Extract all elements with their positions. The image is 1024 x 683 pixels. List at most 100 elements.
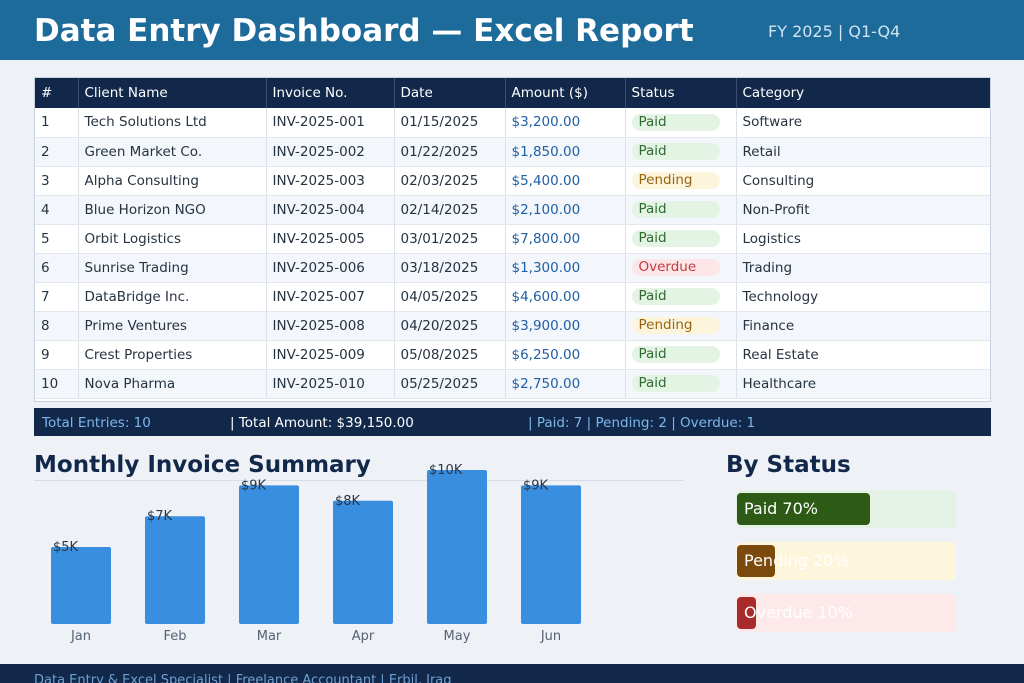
- column-header-client-name[interactable]: Client Name: [78, 78, 267, 108]
- table-row[interactable]: 8 Prime Ventures INV-2025-008 04/20/2025 $3,…: [35, 311, 990, 341]
- invoice-amount-cell[interactable]: $1,300.00: [505, 253, 626, 283]
- invoice-date-cell[interactable]: 04/05/2025: [394, 282, 506, 312]
- invoice-category-cell[interactable]: Real Estate: [736, 340, 990, 370]
- row-number-cell[interactable]: 7: [35, 282, 79, 312]
- client-name-cell[interactable]: Sunrise Trading: [78, 253, 267, 283]
- x-tick-label: Jun: [540, 629, 561, 644]
- invoice-amount-cell[interactable]: $3,200.00: [505, 108, 626, 138]
- client-name-cell[interactable]: Nova Pharma: [78, 369, 267, 399]
- table-row[interactable]: 10 Nova Pharma INV-2025-010 05/25/2025 $2,75…: [35, 369, 990, 399]
- invoice-date-cell[interactable]: 02/03/2025: [394, 166, 506, 196]
- row-number-cell[interactable]: 8: [35, 311, 79, 341]
- invoice-category-cell[interactable]: Technology: [736, 282, 990, 312]
- invoice-number-cell[interactable]: INV-2025-006: [266, 253, 395, 283]
- invoice-status-cell[interactable]: Paid: [625, 282, 737, 312]
- table-row[interactable]: 5 Orbit Logistics INV-2025-005 03/01/2025 $7…: [35, 224, 990, 254]
- invoice-status-cell[interactable]: Paid: [625, 224, 737, 254]
- invoice-amount-cell[interactable]: $2,750.00: [505, 369, 626, 399]
- invoice-date-cell[interactable]: 05/25/2025: [394, 369, 506, 399]
- invoice-number-cell[interactable]: INV-2025-005: [266, 224, 395, 254]
- invoice-amount-cell[interactable]: $4,600.00: [505, 282, 626, 312]
- invoice-category-cell[interactable]: Software: [736, 108, 990, 138]
- invoice-date-cell[interactable]: 01/15/2025: [394, 108, 506, 138]
- status-progress-fill: [737, 545, 775, 577]
- invoice-status-cell[interactable]: Pending: [625, 166, 737, 196]
- invoice-amount-cell[interactable]: $5,400.00: [505, 166, 626, 196]
- client-name-cell[interactable]: Prime Ventures: [78, 311, 267, 341]
- invoice-category-cell[interactable]: Consulting: [736, 166, 990, 196]
- invoice-date-cell[interactable]: 04/20/2025: [394, 311, 506, 341]
- invoice-amount-cell[interactable]: $1,850.00: [505, 137, 626, 167]
- row-number-cell[interactable]: 3: [35, 166, 79, 196]
- invoice-number-cell[interactable]: INV-2025-004: [266, 195, 395, 225]
- client-name-cell[interactable]: Green Market Co.: [78, 137, 267, 167]
- column-header-status[interactable]: Status: [625, 78, 737, 108]
- table-row[interactable]: 9 Crest Properties INV-2025-009 05/08/2025 $…: [35, 340, 990, 370]
- table-row[interactable]: 7 DataBridge Inc. INV-2025-007 04/05/2025 $4…: [35, 282, 990, 312]
- column-header-amount[interactable]: Amount ($): [505, 78, 626, 108]
- table-row[interactable]: 1 Tech Solutions Ltd INV-2025-001 01/15/202…: [35, 108, 990, 138]
- client-name-cell[interactable]: DataBridge Inc.: [78, 282, 267, 312]
- column-header-number[interactable]: #: [35, 78, 79, 108]
- table-row[interactable]: 4 Blue Horizon NGO INV-2025-004 02/14/2025 $…: [35, 195, 990, 225]
- row-number-cell[interactable]: 9: [35, 340, 79, 370]
- invoice-status-cell[interactable]: Paid: [625, 195, 737, 225]
- row-number-cell[interactable]: 10: [35, 369, 79, 399]
- invoice-number-cell[interactable]: INV-2025-009: [266, 340, 395, 370]
- invoice-status-cell[interactable]: Paid: [625, 137, 737, 167]
- row-number-cell[interactable]: 6: [35, 253, 79, 283]
- table-row[interactable]: 2 Green Market Co. INV-2025-002 01/22/2025 $…: [35, 137, 990, 167]
- total-entries: Total Entries: 10: [42, 415, 151, 431]
- status-badge: Paid: [631, 230, 720, 247]
- total-amount: | Total Amount: $39,150.00: [230, 415, 414, 431]
- invoice-category-cell[interactable]: Retail: [736, 137, 990, 167]
- invoice-date-cell[interactable]: 02/14/2025: [394, 195, 506, 225]
- invoice-number-cell[interactable]: INV-2025-002: [266, 137, 395, 167]
- invoice-status-cell[interactable]: Pending: [625, 311, 737, 341]
- table-row[interactable]: 6 Sunrise Trading INV-2025-006 03/18/2025 $1…: [35, 253, 990, 283]
- bar-data-label: $7K: [147, 509, 173, 524]
- invoice-category-cell[interactable]: Healthcare: [736, 369, 990, 399]
- table-header-row: # Client Name Invoice No. Date Amount ($…: [35, 78, 990, 108]
- invoice-date-cell[interactable]: 01/22/2025: [394, 137, 506, 167]
- client-name-cell[interactable]: Tech Solutions Ltd: [78, 108, 267, 138]
- client-name-cell[interactable]: Orbit Logistics: [78, 224, 267, 254]
- invoice-category-cell[interactable]: Trading: [736, 253, 990, 283]
- client-name-cell[interactable]: Blue Horizon NGO: [78, 195, 267, 225]
- column-header-date[interactable]: Date: [394, 78, 506, 108]
- client-name-cell[interactable]: Alpha Consulting: [78, 166, 267, 196]
- bar-data-label: $10K: [429, 463, 463, 478]
- column-header-category[interactable]: Category: [736, 78, 990, 108]
- invoice-status-cell[interactable]: Overdue: [625, 253, 737, 283]
- x-tick-label: Jan: [70, 629, 91, 644]
- status-progress-bar: Pending 20%: [736, 542, 956, 580]
- invoice-date-cell[interactable]: 05/08/2025: [394, 340, 506, 370]
- invoice-number-cell[interactable]: INV-2025-008: [266, 311, 395, 341]
- row-number-cell[interactable]: 4: [35, 195, 79, 225]
- invoice-number-cell[interactable]: INV-2025-001: [266, 108, 395, 138]
- invoice-status-cell[interactable]: Paid: [625, 108, 737, 138]
- invoice-number-cell[interactable]: INV-2025-010: [266, 369, 395, 399]
- invoice-category-cell[interactable]: Non-Profit: [736, 195, 990, 225]
- row-number-cell[interactable]: 2: [35, 137, 79, 167]
- footer-credits: Data Entry & Excel Specialist | Freelanc…: [34, 673, 452, 683]
- invoice-number-cell[interactable]: INV-2025-003: [266, 166, 395, 196]
- bar-mar: [239, 485, 299, 624]
- invoice-category-cell[interactable]: Finance: [736, 311, 990, 341]
- row-number-cell[interactable]: 1: [35, 108, 79, 138]
- invoice-status-cell[interactable]: Paid: [625, 369, 737, 399]
- invoice-number-cell[interactable]: INV-2025-007: [266, 282, 395, 312]
- invoice-date-cell[interactable]: 03/18/2025: [394, 253, 506, 283]
- invoice-amount-cell[interactable]: $3,900.00: [505, 311, 626, 341]
- row-number-cell[interactable]: 5: [35, 224, 79, 254]
- invoice-date-cell[interactable]: 03/01/2025: [394, 224, 506, 254]
- invoice-amount-cell[interactable]: $7,800.00: [505, 224, 626, 254]
- column-header-invoice-no[interactable]: Invoice No.: [266, 78, 395, 108]
- table-row[interactable]: 3 Alpha Consulting INV-2025-003 02/03/2025 $…: [35, 166, 990, 196]
- invoice-amount-cell[interactable]: $6,250.00: [505, 340, 626, 370]
- invoice-amount-cell[interactable]: $2,100.00: [505, 195, 626, 225]
- client-name-cell[interactable]: Crest Properties: [78, 340, 267, 370]
- invoice-category-cell[interactable]: Logistics: [736, 224, 990, 254]
- status-badge: Pending: [631, 317, 720, 334]
- invoice-status-cell[interactable]: Paid: [625, 340, 737, 370]
